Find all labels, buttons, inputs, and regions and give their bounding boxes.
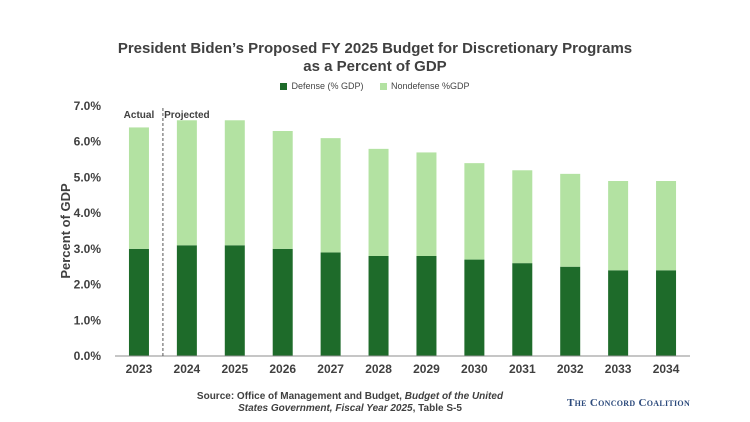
bar-nondefense [272, 131, 293, 249]
legend: Defense (% GDP) Nondefense %GDP [0, 81, 750, 92]
legend-swatch-nondefense [380, 82, 387, 90]
y-axis-label: Percent of GDP [58, 183, 73, 279]
y-tick-label: 0.0% [74, 349, 102, 363]
y-tick-label: 5.0% [74, 170, 102, 184]
y-tick-label: 6.0% [74, 135, 102, 149]
source-suffix: , Table S-5 [412, 403, 462, 414]
y-tick-label: 1.0% [74, 313, 102, 327]
source-prefix: Source: Office of Management and Budget, [196, 391, 405, 402]
bar-nondefense [368, 148, 389, 256]
bar-defense [176, 245, 197, 356]
y-tick-label: 4.0% [74, 206, 102, 220]
bar-defense [608, 270, 629, 356]
bar-defense [320, 252, 341, 356]
bar-defense [416, 256, 437, 356]
bar-nondefense [320, 138, 341, 253]
chart-title-line2: as a Percent of GDP [303, 58, 447, 75]
legend-label-defense: Defense (% GDP) [291, 81, 364, 91]
source-italic: Budget of the United States Government, … [238, 391, 504, 414]
bar-nondefense [656, 181, 677, 271]
bar-nondefense [608, 181, 629, 271]
x-tick-label: 2029 [413, 362, 440, 376]
bar-defense [512, 263, 533, 356]
annotation-actual: Actual [124, 110, 155, 121]
x-tick-label: 2031 [509, 362, 536, 376]
x-tick-label: 2027 [317, 362, 344, 376]
bar-defense [656, 270, 677, 356]
x-tick-label: 2028 [365, 362, 392, 376]
y-tick-label: 3.0% [74, 242, 102, 256]
annotation-projected: Projected [164, 110, 210, 121]
x-tick-label: 2024 [174, 362, 201, 376]
bar-defense [464, 259, 485, 356]
source-note: Source: Office of Management and Budget,… [190, 391, 510, 415]
bar-nondefense [224, 120, 245, 246]
x-tick-label: 2025 [221, 362, 248, 376]
bar-nondefense [416, 152, 437, 256]
y-tick-label: 2.0% [74, 278, 102, 292]
brand-logo: The Concord Coalition [567, 397, 690, 409]
chart-title-line1: President Biden’s Proposed FY 2025 Budge… [117, 40, 633, 57]
legend-item-nondefense: Nondefense %GDP [380, 81, 470, 91]
bar-nondefense [128, 127, 149, 249]
x-tick-label: 2023 [126, 362, 153, 376]
bar-defense [560, 266, 581, 356]
bar-nondefense [464, 163, 485, 260]
bar-defense [272, 248, 293, 356]
y-tick-label: 7.0% [74, 99, 102, 113]
bar-nondefense [560, 173, 581, 267]
bar-defense [128, 248, 149, 356]
x-tick-label: 2034 [653, 362, 680, 376]
legend-swatch-defense [280, 82, 288, 90]
legend-label-nondefense: Nondefense %GDP [391, 81, 470, 91]
x-tick-label: 2030 [461, 362, 488, 376]
bar-defense [224, 245, 245, 356]
legend-item-defense: Defense (% GDP) [280, 81, 363, 91]
bar-nondefense [512, 170, 533, 264]
x-tick-label: 2032 [557, 362, 584, 376]
bar-nondefense [176, 120, 197, 246]
x-tick-label: 2026 [269, 362, 296, 376]
x-tick-label: 2033 [605, 362, 632, 376]
brand-text: The Concord Coalition [567, 397, 691, 409]
bar-defense [368, 256, 389, 356]
